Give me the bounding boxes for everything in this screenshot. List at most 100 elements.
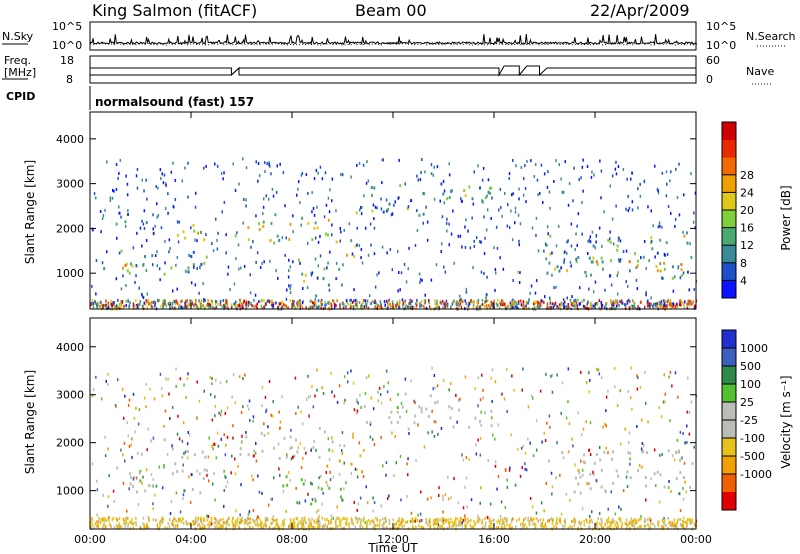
power-echo-cell — [221, 305, 223, 309]
velocity-echo-cell — [681, 524, 683, 528]
velocity-echo-cell — [640, 418, 643, 422]
power-echo-cell — [197, 231, 200, 235]
velocity-echo-cell — [91, 462, 94, 466]
velocity-echo-cell — [533, 522, 536, 526]
power-echo-cell — [446, 217, 448, 221]
colorbar-segment — [722, 420, 736, 439]
velocity-echo-cell — [294, 376, 297, 380]
power-echo-cell — [381, 158, 383, 162]
power-echo-cell — [142, 263, 145, 266]
power-echo-cell — [205, 233, 207, 236]
velocity-echo-cell — [685, 520, 688, 524]
power-echo-cell — [391, 268, 394, 272]
velocity-echo-cell — [176, 432, 179, 436]
velocity-x-axis: 00:00 04:00 08:00 12:00 16:00 20:00 00:00 — [74, 318, 712, 546]
power-echo-cell — [581, 232, 583, 236]
velocity-echo-cell — [313, 440, 315, 444]
power-echo-cell — [691, 302, 693, 306]
velocity-echo-cell — [223, 489, 225, 492]
power-echo-cell — [436, 302, 438, 306]
power-echo-cell — [578, 178, 580, 182]
velocity-echo-cell — [372, 520, 374, 524]
velocity-echo-cell — [580, 459, 582, 463]
power-echo-cell — [145, 178, 147, 182]
colorbar-segment — [722, 330, 736, 349]
power-echo-cell — [566, 240, 569, 244]
velocity-echo-cell — [670, 522, 673, 526]
power-echo-cell — [686, 306, 689, 310]
velocity-echo-cell — [201, 450, 204, 454]
velocity-echo-cell — [137, 422, 140, 426]
power-echo-cell — [331, 223, 333, 227]
power-echo-cell — [137, 306, 139, 310]
velocity-echo-cell — [476, 520, 479, 524]
power-echo-cell — [389, 248, 392, 251]
velocity-echo-cell — [593, 461, 596, 465]
power-echo-cell — [281, 300, 284, 304]
power-echo-cell — [680, 268, 683, 272]
power-echo-cell — [528, 299, 530, 303]
power-echo-cell — [239, 300, 241, 304]
velocity-echo-cell — [676, 520, 679, 524]
power-echo-cell — [475, 306, 478, 310]
velocity-echo-cell — [641, 465, 643, 469]
velocity-echo-cell — [454, 517, 457, 521]
velocity-echo-cell — [168, 392, 170, 396]
velocity-echo-cell — [218, 411, 220, 415]
velocity-echo-cell — [382, 517, 384, 521]
power-echo-cell — [304, 273, 307, 277]
velocity-echo-cell — [146, 525, 148, 529]
velocity-echo-cell — [97, 525, 99, 529]
velocity-echo-cell — [247, 516, 250, 520]
velocity-echo-cell — [279, 420, 282, 424]
velocity-echo-cell — [674, 522, 676, 526]
velocity-echo-cell — [371, 437, 374, 441]
power-echo-cell — [292, 260, 294, 264]
velocity-echo-cell — [326, 518, 328, 522]
velocity-echo-cell — [239, 513, 241, 517]
power-echo-cell — [126, 182, 129, 186]
power-echo-cell — [324, 171, 327, 175]
power-echo-cell — [255, 214, 257, 218]
velocity-echo-cell — [321, 386, 323, 390]
velocity-echo-cell — [316, 525, 319, 529]
power-echo-cell — [116, 236, 118, 240]
velocity-echo-cell — [113, 526, 116, 530]
power-echo-cell — [242, 306, 244, 310]
power-echo-cell — [128, 304, 131, 308]
power-echo-cell — [362, 300, 364, 304]
power-echo-cell — [669, 179, 671, 183]
velocity-echo-cell — [310, 448, 312, 452]
velocity-echo-cell — [318, 455, 321, 459]
velocity-echo-cell — [479, 519, 481, 522]
velocity-echo-cell — [209, 523, 212, 527]
power-echo-cell — [361, 261, 364, 265]
power-echo-cell — [245, 166, 248, 170]
velocity-echo-cell — [532, 454, 535, 458]
power-echo-cell — [605, 303, 607, 307]
velocity-echo-cell — [265, 521, 267, 525]
power-echo-cell — [158, 267, 161, 271]
velocity-echo-cell — [502, 517, 504, 521]
velocity-echo-cell — [647, 523, 649, 527]
power-echo-cell — [266, 162, 268, 165]
velocity-echo-cell — [416, 519, 419, 523]
velocity-echo-cell — [309, 524, 311, 528]
velocity-echo-cell — [220, 437, 222, 441]
velocity-echo-cell — [379, 393, 382, 397]
power-echo-cell — [237, 304, 240, 308]
velocity-echo-cell — [311, 498, 314, 502]
velocity-echo-cell — [124, 519, 126, 523]
power-echo-cell — [535, 279, 538, 283]
velocity-echo-cell — [556, 517, 558, 521]
velocity-echo-cell — [350, 472, 353, 475]
power-echo-cell — [616, 292, 619, 296]
power-echo-cell — [91, 301, 94, 305]
velocity-echo-cell — [283, 518, 286, 522]
velocity-echo-cell — [232, 524, 235, 528]
velocity-echo-cell — [102, 526, 104, 530]
velocity-echo-cell — [184, 450, 187, 454]
power-echo-cell — [435, 302, 437, 306]
power-echo-cell — [514, 221, 516, 225]
power-echo-cell — [169, 302, 172, 306]
